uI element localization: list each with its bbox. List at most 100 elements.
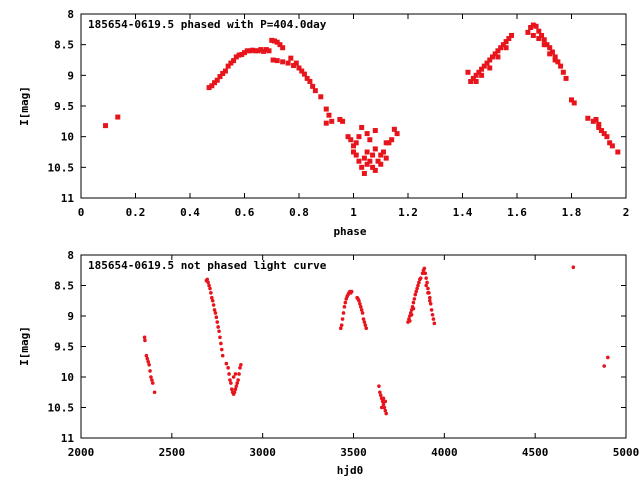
phased-data-point (323, 106, 329, 112)
phased-data-point (552, 57, 558, 63)
unphased-data-point (377, 384, 381, 388)
phased-data-point (547, 51, 553, 57)
unphased-data-point (338, 326, 343, 331)
phased-data-point (299, 68, 305, 74)
phased-data-point (569, 97, 574, 103)
unphased-data-point (425, 280, 429, 285)
phased-data-point (367, 137, 373, 143)
phased-data-point (222, 68, 228, 74)
phased-data-point (288, 55, 294, 61)
phased-data-point (291, 63, 297, 69)
phased-data-point (536, 36, 542, 42)
unphased-data-point (217, 329, 221, 334)
unphased-data-point (216, 325, 220, 329)
phased-y-tick-label: 8.5 (54, 39, 74, 52)
phased-data-point (495, 48, 501, 54)
unphased-y-tick-label: 8 (67, 249, 74, 262)
phased-y-axis-label: I[mag] (18, 86, 31, 126)
unphased-data-point (213, 311, 218, 315)
unphased-data-point (360, 311, 365, 315)
phased-data-point (225, 63, 231, 69)
unphased-data-point (429, 308, 434, 312)
phased-data-point (301, 71, 307, 77)
unphased-data-point (207, 283, 211, 288)
phased-x-tick-label: 0.2 (126, 206, 146, 219)
unphased-data-point (426, 291, 430, 295)
unphased-data-point (428, 302, 433, 306)
unphased-data-point (602, 364, 606, 368)
unphased-data-point (211, 303, 216, 307)
phased-data-point (487, 57, 493, 63)
phased-data-point (552, 54, 558, 60)
unphased-y-tick-label: 10.5 (48, 402, 75, 415)
phased-data-point (310, 83, 316, 89)
phased-data-point (391, 126, 397, 132)
phased-data-point (492, 51, 498, 57)
unphased-data-point (364, 326, 369, 331)
phased-data-point (609, 143, 615, 149)
unphased-x-tick-label: 2000 (68, 446, 95, 459)
unphased-data-point (384, 411, 389, 416)
phased-data-point (353, 140, 359, 146)
phased-data-point (115, 114, 121, 120)
unphased-data-point (363, 323, 368, 327)
phased-data-point (378, 161, 384, 167)
unphased-data-point (227, 372, 231, 376)
unphased-data-point (208, 286, 212, 291)
phased-data-point (348, 137, 354, 143)
phased-x-tick-label: 0.4 (180, 206, 200, 219)
phased-data-point (473, 72, 479, 78)
unphased-data-point (380, 399, 385, 404)
phased-data-point (484, 60, 490, 66)
phased-data-point (351, 149, 356, 155)
phased-data-point (212, 80, 218, 86)
unphased-data-point (383, 399, 388, 404)
phased-data-point (361, 155, 367, 161)
phased-light-curve-panel: 0 0.2 0.4 0.6 0.8 1 1.2 1.4 1.6 1.8 2 8 8.5 9 9.5 10 10… (18, 8, 629, 238)
phased-data-point (231, 58, 237, 64)
phased-data-point (263, 47, 269, 53)
unphased-data-point (409, 312, 414, 317)
phased-data-point (351, 143, 356, 149)
phased-data-point (233, 54, 239, 60)
phased-data-point (345, 134, 351, 140)
phased-data-point (596, 124, 602, 130)
phased-data-point (372, 146, 378, 152)
phased-data-point (560, 69, 566, 75)
phased-y-tick-label: 9 (67, 69, 74, 82)
phased-data-point (329, 118, 335, 124)
phased-data-point (530, 22, 536, 28)
phased-data-point (470, 75, 476, 81)
phased-data-point (318, 94, 324, 100)
phased-data-point (590, 118, 596, 124)
phased-data-point (607, 140, 613, 146)
phased-data-point (571, 100, 577, 106)
phased-plot-title: 185654-0619.5 phased with P=404.0day (88, 18, 327, 31)
phased-y-tick-label: 9.5 (54, 100, 74, 113)
unphased-data-point (349, 289, 354, 294)
unphased-data-points (142, 265, 610, 416)
phased-x-tick-label: 0.6 (235, 206, 255, 219)
phased-data-point (323, 120, 329, 126)
unphased-data-point (144, 353, 149, 358)
phased-data-point (378, 152, 384, 158)
unphased-plot-title: 185654-0619.5 not phased light curve (88, 259, 327, 272)
phased-data-point (476, 69, 482, 75)
unphased-data-point (342, 305, 347, 309)
phased-data-point (598, 128, 604, 134)
unphased-data-point (148, 369, 152, 373)
unphased-data-point (205, 277, 210, 282)
phased-x-tick-label: 1.4 (453, 206, 473, 219)
unphased-data-point (379, 405, 384, 410)
phased-x-ticks: 0 0.2 0.4 0.6 0.8 1 1.2 1.4 1.6 1.8 2 (78, 14, 629, 219)
unphased-data-point (358, 302, 362, 306)
phased-data-point (220, 70, 226, 76)
unphased-data-point (422, 266, 427, 271)
unphased-x-tick-label: 3500 (340, 446, 367, 459)
unphased-data-point (234, 384, 239, 388)
phased-data-point (312, 88, 318, 94)
phased-data-point (593, 116, 599, 122)
phased-x-axis-label: phase (333, 225, 366, 238)
unphased-data-point (220, 353, 225, 358)
